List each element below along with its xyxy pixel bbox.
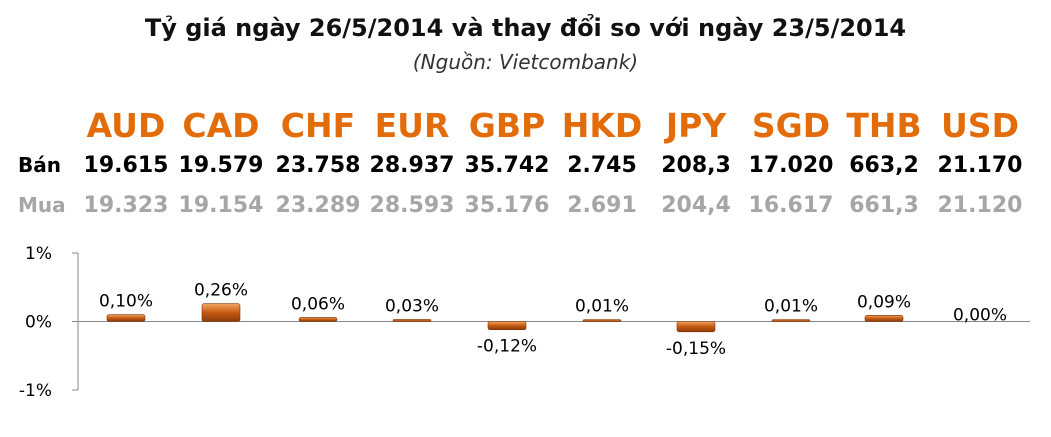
sell-rate-gbp: 35.742 bbox=[464, 153, 550, 178]
sell-rate-aud: 19.615 bbox=[83, 153, 169, 178]
currency-code-jpy: JPY bbox=[665, 106, 727, 145]
sell-rate-jpy: 208,3 bbox=[661, 153, 731, 178]
sell-rate-usd: 21.170 bbox=[937, 153, 1023, 178]
bar-eur bbox=[392, 319, 432, 322]
currency-code-gbp: GBP bbox=[468, 106, 546, 145]
bar-chf bbox=[298, 317, 338, 322]
buy-rate-row: Mua 19.323 19.154 23.289 28.593 35.176 2.691 2… bbox=[0, 193, 1051, 229]
bar-cad bbox=[201, 303, 241, 322]
currency-code-hkd: HKD bbox=[561, 106, 643, 145]
y-tick-label: 1% bbox=[25, 244, 52, 264]
buy-rate-usd: 21.120 bbox=[937, 193, 1023, 218]
currency-code-usd: USD bbox=[941, 106, 1019, 145]
bar-sgd bbox=[771, 319, 811, 322]
buy-rate-cad: 19.154 bbox=[178, 193, 264, 218]
y-tick-label: 0% bbox=[25, 313, 52, 333]
data-label-chf: 0,06% bbox=[291, 294, 345, 314]
data-label-jpy: -0,15% bbox=[666, 339, 726, 359]
sell-label: Bán bbox=[18, 153, 61, 177]
buy-label: Mua bbox=[18, 193, 66, 217]
buy-rate-thb: 661,3 bbox=[849, 193, 919, 218]
buy-rate-aud: 19.323 bbox=[83, 193, 169, 218]
sell-rate-hkd: 2.745 bbox=[567, 153, 637, 178]
buy-rate-jpy: 204,4 bbox=[661, 193, 731, 218]
sell-rate-chf: 23.758 bbox=[275, 153, 361, 178]
currency-header-row: AUD CAD CHF EUR GBP HKD JPY SGD THB USD bbox=[0, 106, 1051, 145]
data-label-thb: 0,09% bbox=[857, 292, 911, 312]
data-label-cad: 0,26% bbox=[194, 281, 248, 301]
sell-rate-thb: 663,2 bbox=[849, 153, 919, 178]
sell-rate-cad: 19.579 bbox=[178, 153, 264, 178]
sell-rate-row: Bán 19.615 19.579 23.758 28.937 35.742 2.745 2… bbox=[0, 153, 1051, 189]
data-label-eur: 0,03% bbox=[385, 296, 439, 316]
currency-code-sgd: SGD bbox=[751, 106, 831, 145]
bar-gbp bbox=[487, 321, 527, 331]
currency-code-cad: CAD bbox=[182, 106, 260, 145]
chart-source: (Nguồn: Vietcombank) bbox=[412, 50, 639, 74]
buy-rate-hkd: 2.691 bbox=[567, 193, 637, 218]
y-tick-label: -1% bbox=[19, 381, 52, 401]
buy-rate-eur: 28.593 bbox=[369, 193, 455, 218]
bar-hkd bbox=[582, 319, 622, 322]
buy-rate-gbp: 35.176 bbox=[464, 193, 550, 218]
data-label-usd: 0,00% bbox=[953, 306, 1007, 326]
data-label-sgd: 0,01% bbox=[764, 297, 818, 317]
data-label-aud: 0,10% bbox=[99, 292, 153, 312]
data-label-hkd: 0,01% bbox=[575, 297, 629, 317]
bar-aud bbox=[106, 314, 146, 322]
bar-jpy bbox=[676, 321, 716, 333]
bar-thb bbox=[864, 315, 904, 322]
currency-code-eur: EUR bbox=[374, 106, 450, 145]
buy-rate-chf: 23.289 bbox=[275, 193, 361, 218]
buy-rate-sgd: 16.617 bbox=[748, 193, 834, 218]
sell-rate-eur: 28.937 bbox=[369, 153, 455, 178]
currency-code-chf: CHF bbox=[280, 106, 356, 145]
currency-code-thb: THB bbox=[846, 106, 922, 145]
chart-title: Tỷ giá ngày 26/5/2014 và thay đổi so với… bbox=[144, 14, 907, 42]
data-label-gbp: -0,12% bbox=[477, 337, 537, 357]
sell-rate-sgd: 17.020 bbox=[748, 153, 834, 178]
currency-code-aud: AUD bbox=[86, 106, 166, 145]
